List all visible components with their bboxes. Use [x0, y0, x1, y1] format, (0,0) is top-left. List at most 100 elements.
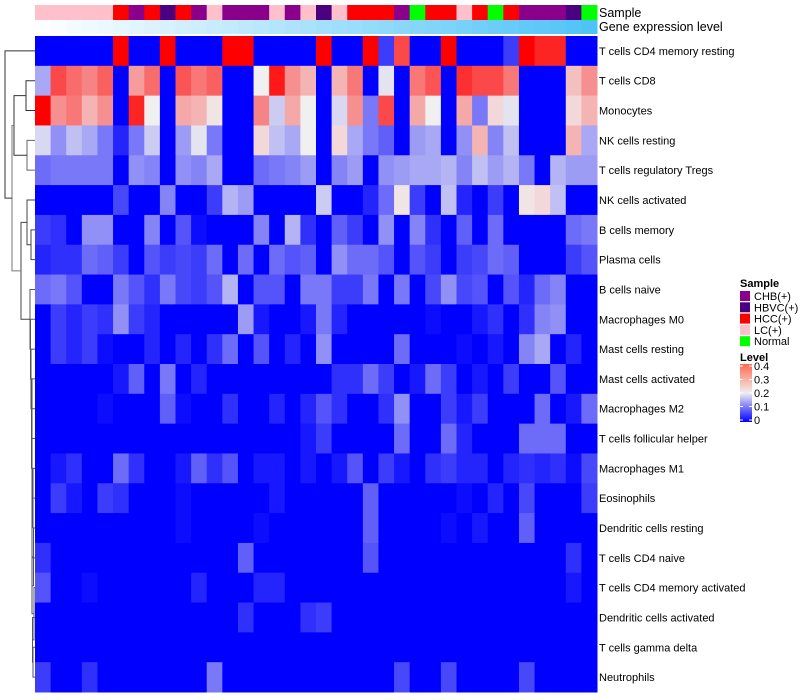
sample-annotation-cell [487, 5, 504, 20]
heatmap-cell [300, 602, 317, 633]
heatmap-cell [503, 662, 520, 693]
row-label: Dendritic cells activated [599, 612, 715, 624]
gene-level-annotation-cell [191, 20, 208, 34]
sample-annotation-cell [81, 5, 98, 20]
heatmap-cell [191, 125, 208, 156]
heatmap-cell [550, 304, 567, 335]
heatmap-cell [565, 214, 582, 246]
row-label: T cells regulatory Tregs [599, 165, 714, 177]
heatmap-cell [503, 125, 520, 156]
heatmap-cell [440, 423, 457, 454]
heatmap-cell [518, 155, 536, 186]
sample-annotation-cell [35, 5, 52, 20]
heatmap-cell [144, 155, 161, 186]
heatmap-cell [378, 155, 395, 186]
heatmap-cell [518, 513, 536, 544]
sample-annotation-cell [362, 5, 379, 20]
heatmap-cell [378, 572, 395, 604]
heatmap-cell [113, 423, 130, 454]
heatmap-cell [35, 513, 52, 544]
heatmap-cell [222, 572, 239, 604]
heatmap-cell [159, 542, 176, 574]
sample-annotation-cell [331, 5, 348, 20]
heatmap-cell [50, 274, 67, 305]
heatmap-cell [269, 364, 286, 395]
heatmap-cell [362, 513, 379, 544]
heatmap-cell [253, 542, 270, 574]
gene-level-annotation-cell [253, 20, 270, 34]
heatmap-cell [35, 214, 52, 246]
heatmap-cell [269, 95, 286, 126]
heatmap-cell [581, 513, 598, 544]
heatmap-cell [518, 274, 536, 305]
heatmap-cell [456, 602, 473, 633]
heatmap-cell [550, 572, 567, 604]
heatmap-cell [206, 423, 223, 454]
heatmap-cell [97, 423, 114, 454]
sample-annotation-cell [440, 5, 457, 20]
heatmap-cell [565, 364, 582, 395]
heatmap-cell [565, 542, 582, 574]
heatmap-cell [50, 65, 67, 97]
heatmap-cell [50, 632, 67, 663]
heatmap-cell [347, 304, 364, 335]
heatmap-cell [50, 542, 67, 574]
heatmap-cell [50, 125, 67, 156]
gene-level-annotation-cell [409, 20, 426, 34]
heatmap-cell [113, 364, 130, 395]
heatmap-cell [159, 65, 176, 97]
heatmap-cell [565, 513, 582, 544]
sample-annotation-cell [269, 5, 286, 20]
heatmap-cell [35, 36, 52, 67]
gene-level-annotation-cell [128, 20, 145, 34]
heatmap-cell [50, 602, 67, 633]
heatmap-cell [128, 185, 145, 216]
heatmap-cell [378, 36, 395, 67]
heatmap-cell [159, 393, 176, 425]
heatmap-cell [206, 364, 223, 395]
heatmap-cell [206, 513, 223, 544]
heatmap-cell [81, 542, 98, 574]
heatmap-cell [269, 453, 286, 484]
heatmap-cell [175, 334, 192, 365]
heatmap-cell [175, 155, 192, 186]
sample-annotation-cell [159, 5, 176, 20]
heatmap-cell [534, 572, 551, 604]
heatmap-cell [128, 572, 145, 604]
heatmap-cell [565, 334, 582, 365]
heatmap-cell [378, 364, 395, 395]
legend-sample-title: Sample [740, 278, 779, 290]
row-label: T cells gamma delta [599, 642, 698, 654]
heatmap-cell [581, 95, 598, 126]
heatmap-cell [159, 364, 176, 395]
heatmap-cell [503, 65, 520, 97]
heatmap-cell [409, 36, 426, 67]
gene-level-annotation-cell [97, 20, 114, 34]
heatmap-cell [565, 244, 582, 276]
heatmap-cell [237, 125, 255, 156]
heatmap-cell [394, 65, 411, 97]
row-label: T cells follicular helper [599, 434, 708, 446]
heatmap-cell [456, 572, 473, 604]
sample-annotation-cell [113, 5, 130, 20]
heatmap-cell [394, 95, 411, 126]
heatmap-cell [425, 602, 442, 633]
heatmap-cell [222, 334, 239, 365]
heatmap-cell [440, 364, 457, 395]
heatmap-cell [284, 274, 301, 305]
heatmap-cell [128, 65, 145, 97]
heatmap-cell [81, 125, 98, 156]
heatmap-cell [175, 602, 192, 633]
heatmap-cell [97, 274, 114, 305]
heatmap-cell [206, 542, 223, 574]
heatmap-cell [487, 483, 504, 514]
heatmap-cell [237, 423, 255, 454]
heatmap-cell [331, 513, 348, 544]
heatmap-cell [66, 36, 83, 67]
heatmap-cell [175, 572, 192, 604]
heatmap-cell [66, 304, 83, 335]
sample-annotation-cell [300, 5, 317, 20]
heatmap-cell [362, 155, 379, 186]
heatmap-cell [534, 423, 551, 454]
heatmap-cell [394, 453, 411, 484]
